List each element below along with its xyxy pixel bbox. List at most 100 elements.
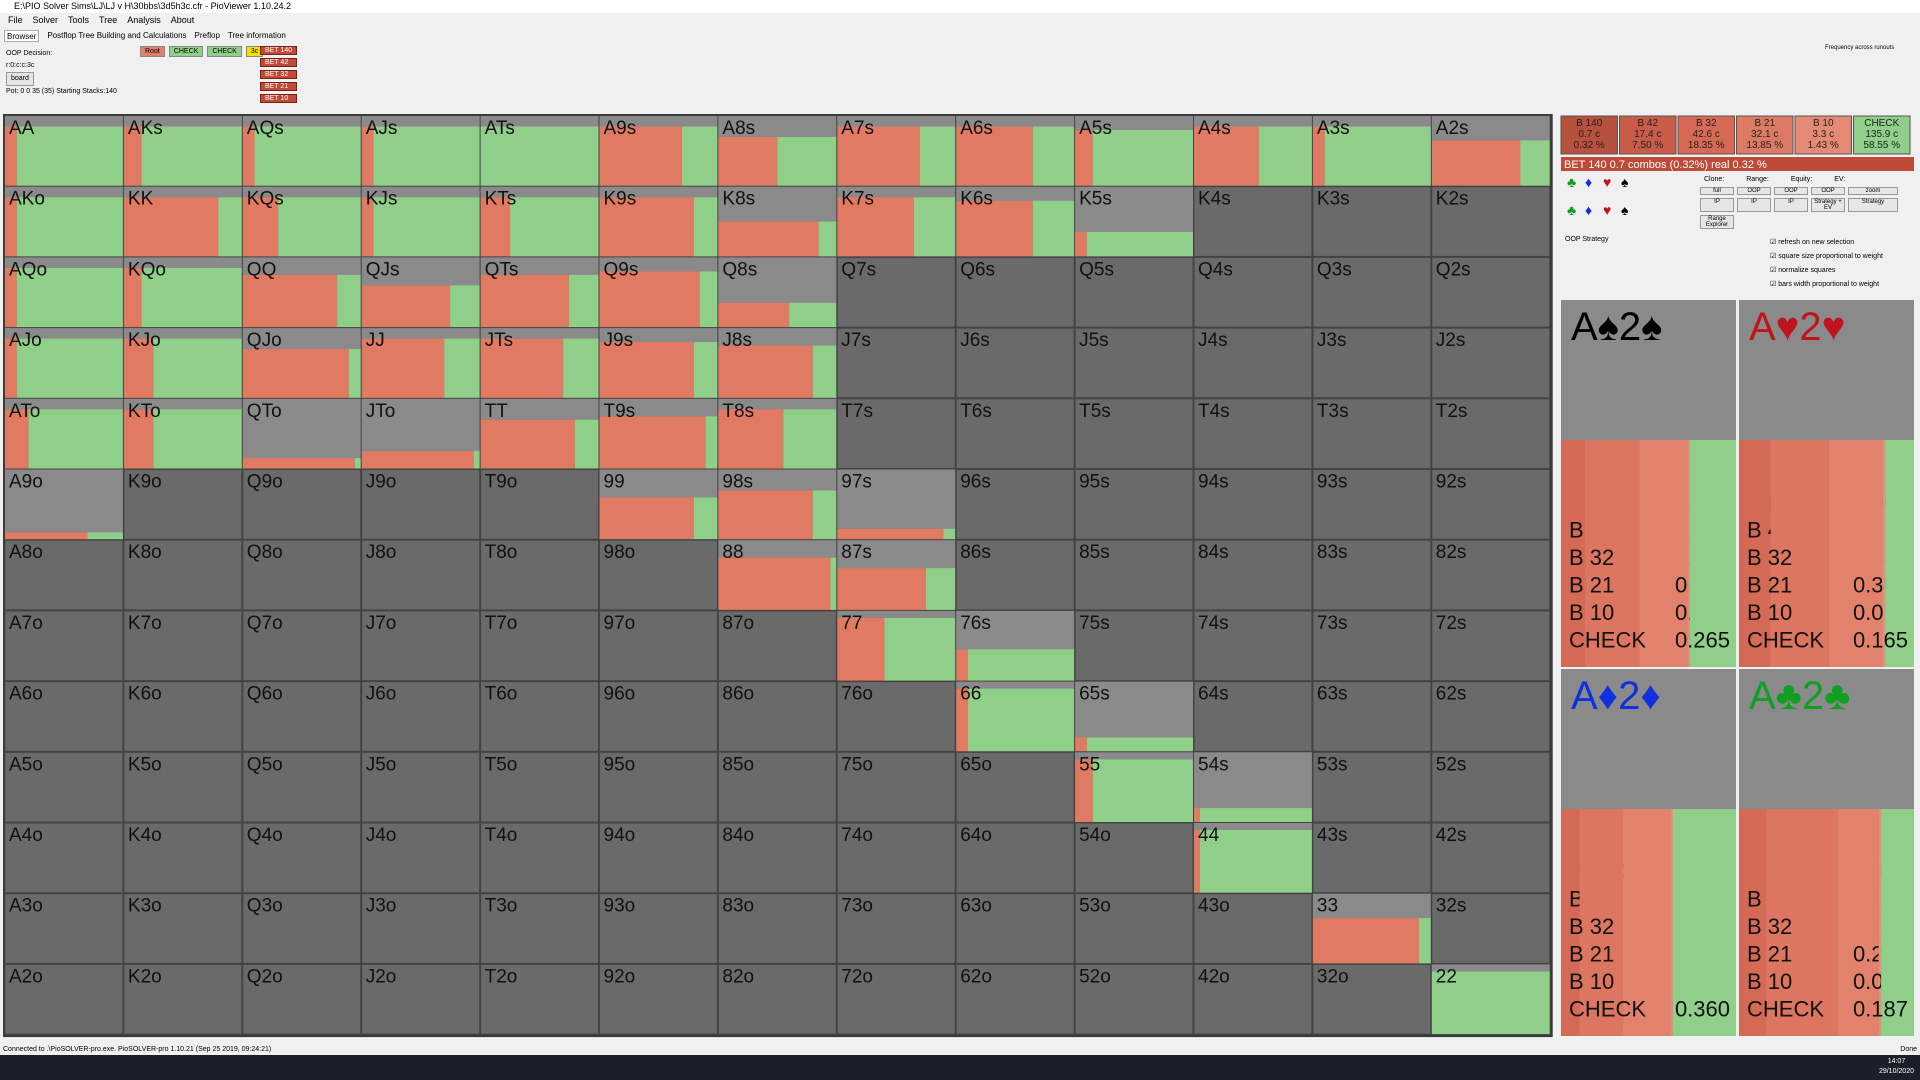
hand-cell[interactable] — [361, 610, 481, 682]
hand-cell[interactable] — [1193, 681, 1313, 752]
hand-cell[interactable] — [242, 822, 362, 894]
hand-cell[interactable] — [1312, 681, 1432, 752]
hand-cell[interactable] — [836, 256, 956, 328]
hand-cell[interactable] — [1312, 186, 1432, 257]
menu-item[interactable]: Tree — [99, 15, 118, 25]
tab[interactable]: Postflop Tree Building and Calculations — [47, 31, 187, 40]
hand-cell[interactable] — [955, 963, 1075, 1035]
hand-cell[interactable] — [1193, 893, 1313, 964]
bet-button[interactable]: BET 21 — [260, 82, 298, 91]
hand-cell[interactable] — [1074, 539, 1194, 611]
hand-cell[interactable] — [242, 963, 362, 1035]
hand-cell[interactable] — [1431, 893, 1551, 964]
summary-box[interactable] — [1853, 115, 1911, 155]
hand-cell[interactable] — [480, 822, 600, 894]
hand-cell[interactable] — [1074, 822, 1194, 894]
board-button[interactable]: board — [6, 72, 34, 86]
hand-cell[interactable] — [1193, 327, 1313, 399]
hand-cell[interactable] — [1431, 398, 1551, 469]
suit-filter[interactable]: ♦ — [1585, 202, 1592, 218]
hand-cell[interactable] — [836, 681, 956, 752]
hand-cell[interactable] — [599, 963, 718, 1035]
hand-cell[interactable] — [836, 327, 956, 399]
hand-cell[interactable] — [1312, 327, 1432, 399]
hand-cell[interactable] — [836, 893, 956, 964]
summary-box[interactable] — [1794, 115, 1852, 155]
hand-cell[interactable] — [1431, 610, 1551, 682]
hand-cell[interactable] — [4, 681, 124, 752]
hand-cell[interactable] — [1431, 327, 1551, 399]
hand-cell[interactable] — [1312, 539, 1432, 611]
hand-cell[interactable] — [4, 963, 124, 1035]
hand-cell[interactable] — [1193, 398, 1313, 469]
option-button[interactable]: Strategy — [1848, 198, 1898, 212]
suit-filter[interactable]: ♠ — [1621, 202, 1629, 218]
hand-cell[interactable] — [1312, 256, 1432, 328]
hand-cell[interactable] — [1312, 398, 1432, 469]
option-button[interactable]: IP — [1774, 198, 1808, 212]
hand-cell[interactable] — [717, 751, 837, 823]
hand-cell[interactable] — [123, 751, 243, 823]
hand-cell[interactable] — [955, 539, 1075, 611]
hand-cell[interactable] — [1431, 256, 1551, 328]
summary-box[interactable] — [1677, 115, 1735, 155]
hand-cell[interactable] — [4, 822, 124, 894]
hand-cell[interactable] — [1312, 469, 1432, 540]
hand-cell[interactable] — [480, 751, 600, 823]
hand-cell[interactable] — [955, 398, 1075, 469]
hand-cell[interactable] — [361, 469, 481, 540]
hand-cell[interactable] — [717, 893, 837, 964]
menu-item[interactable]: File — [8, 15, 23, 25]
menu-item[interactable]: About — [170, 15, 195, 25]
hand-cell[interactable] — [955, 256, 1075, 328]
checkbox[interactable]: ☑ square size proportional to weight — [1770, 253, 1883, 260]
tab[interactable]: Tree information — [227, 31, 286, 40]
hand-cell[interactable] — [836, 751, 956, 823]
action-button[interactable]: CHECK — [168, 46, 204, 57]
hand-cell[interactable] — [955, 893, 1075, 964]
hand-cell[interactable] — [717, 963, 837, 1035]
hand-cell[interactable] — [123, 681, 243, 752]
option-button[interactable]: OOP — [1774, 187, 1808, 195]
hand-cell[interactable] — [361, 751, 481, 823]
hand-cell[interactable] — [123, 963, 243, 1035]
hand-cell[interactable] — [4, 610, 124, 682]
hand-cell[interactable] — [1193, 469, 1313, 540]
hand-cell[interactable] — [599, 539, 718, 611]
checkbox[interactable]: ☑ refresh on new selection — [1770, 239, 1855, 246]
hand-cell[interactable] — [123, 610, 243, 682]
summary-box[interactable] — [1560, 115, 1618, 155]
hand-cell[interactable] — [955, 327, 1075, 399]
hand-cell[interactable] — [361, 681, 481, 752]
suit-filter[interactable]: ♥ — [1603, 202, 1611, 218]
hand-cell[interactable] — [242, 469, 362, 540]
hand-cell[interactable] — [955, 822, 1075, 894]
menu-item[interactable]: Tools — [68, 15, 90, 25]
suit-filter[interactable]: ♥ — [1603, 174, 1611, 190]
hand-cell[interactable] — [480, 469, 600, 540]
hand-cell[interactable] — [242, 539, 362, 611]
hand-cell[interactable] — [361, 539, 481, 611]
option-button[interactable]: OOP — [1811, 187, 1845, 195]
hand-cell[interactable] — [123, 539, 243, 611]
bet-button[interactable]: BET 32 — [260, 70, 298, 79]
option-button[interactable]: IP — [1700, 198, 1734, 212]
hand-cell[interactable] — [480, 963, 600, 1035]
hand-cell[interactable] — [836, 822, 956, 894]
hand-cell[interactable] — [242, 610, 362, 682]
hand-cell[interactable] — [1431, 186, 1551, 257]
hand-cell[interactable] — [1074, 398, 1194, 469]
hand-cell[interactable] — [1193, 963, 1313, 1035]
hand-cell[interactable] — [1074, 327, 1194, 399]
suit-filter[interactable]: ♣ — [1567, 202, 1576, 218]
hand-cell[interactable] — [1431, 751, 1551, 823]
hand-cell[interactable] — [1312, 751, 1432, 823]
hand-cell[interactable] — [242, 751, 362, 823]
hand-cell[interactable] — [480, 610, 600, 682]
bet-button[interactable]: BET 42 — [260, 58, 298, 67]
hand-cell[interactable] — [480, 681, 600, 752]
hand-cell[interactable] — [836, 398, 956, 469]
hand-cell[interactable] — [1193, 610, 1313, 682]
hand-cell[interactable] — [599, 822, 718, 894]
bet-button[interactable]: BET 10 — [260, 94, 298, 103]
